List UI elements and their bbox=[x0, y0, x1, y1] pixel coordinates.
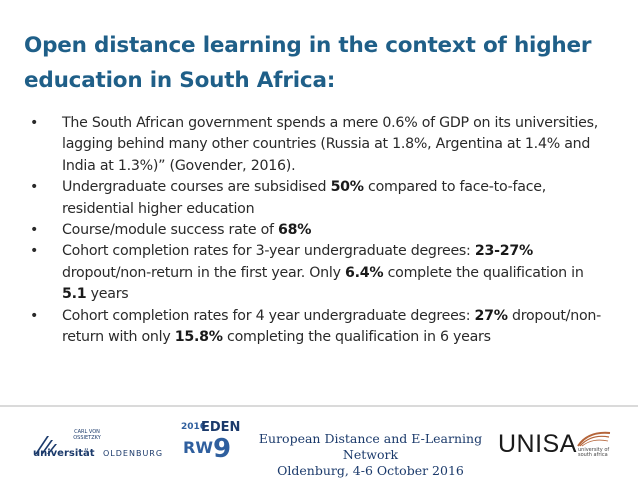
bullet-text: Course/module success rate of bbox=[62, 222, 279, 239]
conference-line-1: European Distance and E-Learning Network bbox=[258, 431, 483, 462]
conference-info: European Distance and E-Learning Network… bbox=[248, 431, 493, 479]
bullet-dot: • bbox=[30, 115, 39, 131]
conference-line-2: Oldenburg, 4-6 October 2016 bbox=[277, 463, 464, 478]
oldenburg-logo: CARL VON OSSIETZKY universität OLDENBURG bbox=[33, 428, 178, 460]
bullet-highlight: 68% bbox=[278, 222, 312, 239]
slide-title-line-1: Open distance learning in the context of… bbox=[24, 33, 592, 58]
bullet-item: • Cohort completion rates for 4 year unde… bbox=[30, 306, 610, 349]
bullet-text: compared to face-to-face, residential hi… bbox=[62, 179, 546, 217]
bullet-text: complete the qualification in bbox=[383, 264, 584, 281]
unisa-tagline: university of south africa bbox=[578, 447, 610, 458]
oldenburg-small-text: CARL VON OSSIETZKY bbox=[73, 429, 101, 441]
bullet-highlight: 15.8% bbox=[174, 329, 223, 346]
bullet-dot: • bbox=[30, 243, 39, 260]
bullet-text: dropout/non-return in the first year. On… bbox=[62, 264, 345, 281]
footer-divider bbox=[0, 405, 638, 407]
eden-name: EDEN bbox=[201, 420, 241, 435]
bullet-dot: • bbox=[30, 179, 39, 196]
bullet-highlight: 5.1 bbox=[62, 286, 87, 303]
unisa-name: UNISA bbox=[498, 430, 577, 458]
eden-rw: RW bbox=[183, 438, 213, 457]
bullet-highlight: 23-27% bbox=[474, 243, 533, 260]
eden-year: 2016 bbox=[181, 422, 207, 432]
slide-title-line-2: education in South Africa: bbox=[24, 68, 336, 93]
unisa-logo: UNISA university of south africa bbox=[498, 428, 613, 462]
bullet-highlight: 6.4% bbox=[345, 264, 384, 281]
bullet-dot: • bbox=[30, 222, 39, 239]
bullet-item: • Cohort completion rates for 3-year unde… bbox=[30, 241, 610, 305]
bullet-text: Cohort completion rates for 3-year under… bbox=[62, 243, 475, 260]
bullet-text: years bbox=[86, 286, 129, 303]
slide-title: Open distance learning in the context of… bbox=[24, 28, 624, 98]
eden-number: 9 bbox=[213, 434, 232, 464]
oldenburg-crest-icon bbox=[35, 436, 57, 454]
bullet-highlight: 27% bbox=[474, 307, 508, 324]
bullet-text: The South African government spends a me… bbox=[62, 115, 599, 174]
bullet-item: • The South African government spends a m… bbox=[30, 113, 610, 177]
bullet-text: Cohort completion rates for 4 year under… bbox=[62, 307, 475, 324]
bullet-item: • Undergraduate courses are subsidised 50… bbox=[30, 177, 610, 220]
bullet-text: Undergraduate courses are subsidised bbox=[62, 179, 331, 196]
unisa-swoosh-icon bbox=[577, 431, 611, 447]
bullet-text: dropout/non-return with only bbox=[62, 307, 601, 346]
footer: CARL VON OSSIETZKY universität OLDENBURG… bbox=[0, 410, 638, 479]
bullet-text: completing the qualification in 6 years bbox=[222, 329, 491, 346]
eden-logo: 2016 EDEN RW 9 bbox=[181, 420, 241, 470]
oldenburg-name: universität bbox=[33, 448, 95, 459]
bullet-highlight: 50% bbox=[330, 179, 364, 196]
oldenburg-city: OLDENBURG bbox=[103, 449, 164, 458]
bullet-item: • Course/module success rate of 68% bbox=[30, 220, 610, 241]
bullet-list: • The South African government spends a m… bbox=[30, 113, 610, 348]
bullet-dot: • bbox=[30, 307, 39, 324]
